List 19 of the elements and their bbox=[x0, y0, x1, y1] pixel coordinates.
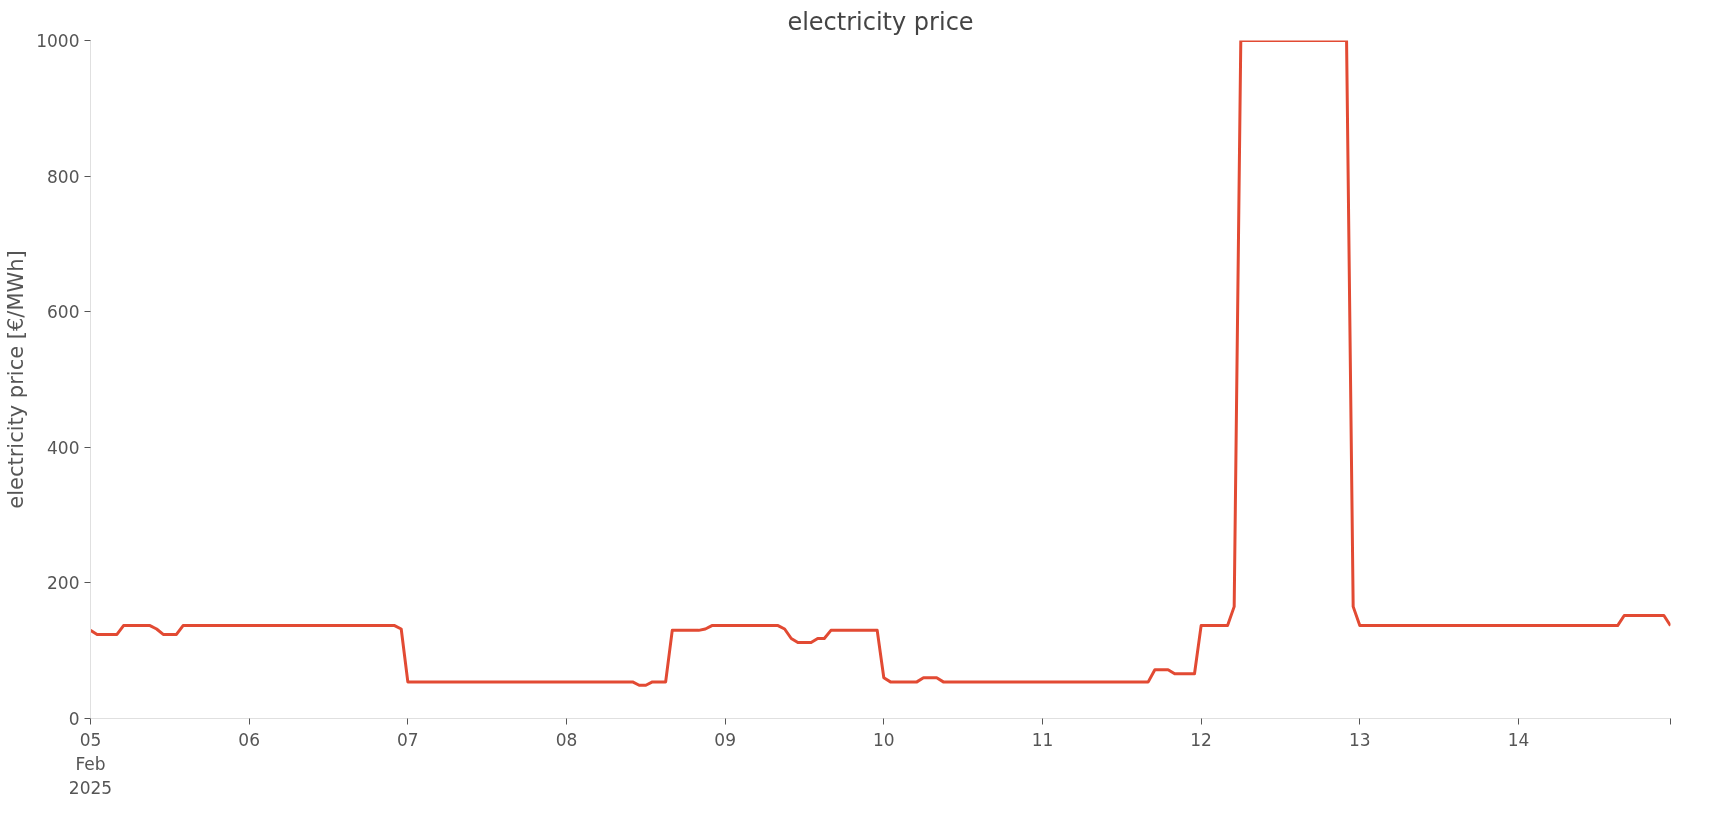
y-tick-label: 400 bbox=[47, 437, 80, 458]
x-tick-label: 05 Feb 2025 bbox=[68, 729, 113, 798]
x-tick-label: 13 bbox=[1348, 729, 1371, 750]
chart-title: electricity price bbox=[787, 7, 974, 36]
x-tick-label: 14 bbox=[1507, 729, 1530, 750]
x-tick-label: 12 bbox=[1190, 729, 1212, 750]
x-tick-label: 09 bbox=[714, 729, 736, 750]
x-tick-label: 08 bbox=[555, 729, 578, 750]
line-series bbox=[90, 40, 1671, 687]
y-tick-label: 1000 bbox=[36, 31, 80, 51]
y-tick-label: 800 bbox=[47, 166, 80, 187]
x-tick-label: 06 bbox=[238, 729, 260, 750]
y-axis-title: electricity price [€/MWh] bbox=[4, 250, 29, 509]
x-tick-label: 07 bbox=[397, 729, 419, 750]
x-tick-label: 10 bbox=[872, 729, 895, 750]
y-tick-label: 0 bbox=[68, 709, 80, 729]
y-tick-label: 200 bbox=[47, 573, 80, 594]
y-tick-label: 600 bbox=[47, 302, 80, 323]
x-tick-label: 11 bbox=[1031, 729, 1054, 750]
